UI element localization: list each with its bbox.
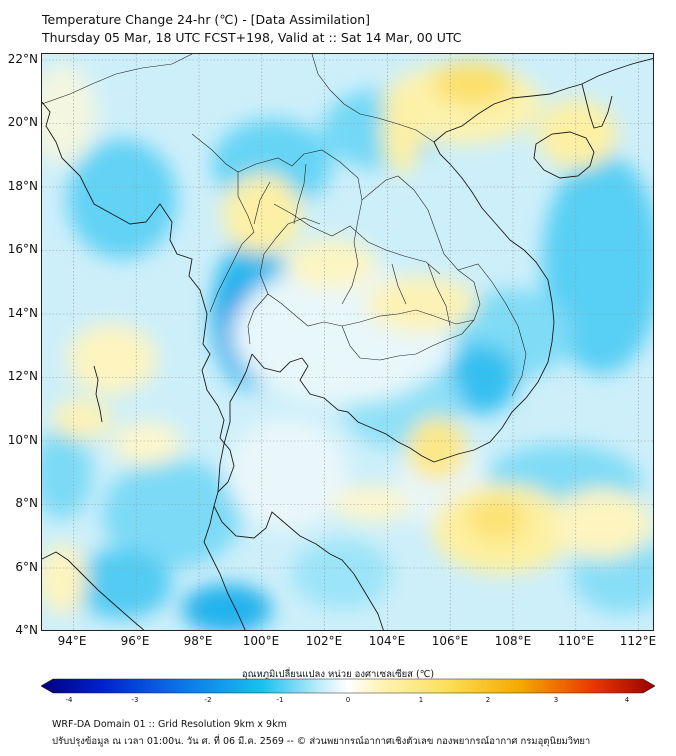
- lat-label-6n: 6°N: [15, 560, 38, 574]
- colorbar-tick-0: 0: [345, 696, 351, 704]
- colorbar-tick-3: 3: [553, 696, 559, 704]
- lon-label-110e: 110°E: [557, 634, 595, 648]
- lon-label-98e: 98°E: [183, 634, 213, 648]
- lon-label-100e: 100°E: [242, 634, 280, 648]
- borders: [42, 54, 527, 397]
- colorbar-tick-2: 2: [485, 696, 491, 704]
- coastlines: [42, 58, 653, 630]
- map-panel: [41, 53, 654, 631]
- colorbar-tick-minus2: -2: [204, 696, 212, 704]
- colorbar-tick-minus1: -1: [276, 696, 284, 704]
- lat-label-20n: 20°N: [7, 115, 38, 129]
- lon-label-104e: 104°E: [368, 634, 406, 648]
- colorbar: [40, 678, 656, 694]
- model-info: WRF-DA Domain 01 :: Grid Resolution 9km …: [52, 719, 287, 730]
- lat-label-14n: 14°N: [7, 306, 38, 320]
- lat-label-18n: 18°N: [7, 179, 38, 193]
- lon-label-94e: 94°E: [57, 634, 87, 648]
- lat-label-12n: 12°N: [7, 369, 38, 383]
- colorbar-tick-4: 4: [624, 696, 630, 704]
- lat-label-16n: 16°N: [7, 242, 38, 256]
- lon-label-102e: 102°E: [305, 634, 343, 648]
- lon-label-96e: 96°E: [120, 634, 150, 648]
- lat-label-8n: 8°N: [15, 496, 38, 510]
- lon-label-106e: 106°E: [431, 634, 469, 648]
- map-title: Temperature Change 24-hr (℃) - [Data Ass…: [42, 12, 371, 27]
- temperature-field: [42, 62, 653, 630]
- lat-label-4n: 4°N: [15, 623, 38, 637]
- colorbar-ramp: [40, 678, 656, 694]
- colorbar-title: อุณหภูมิเปลี่ยนแปลง หน่วย องศาเซลเซียส (…: [241, 669, 435, 680]
- colorbar-tick-1: 1: [418, 696, 424, 704]
- lat-label-22n: 22°N: [7, 52, 38, 66]
- lon-label-108e: 108°E: [494, 634, 532, 648]
- colorbar-tick-minus3: -3: [131, 696, 139, 704]
- update-credit: ปรับปรุงข้อมูล ณ เวลา 01:00น. วัน ศ. ที่…: [52, 736, 591, 747]
- lat-label-10n: 10°N: [7, 433, 38, 447]
- graticule: [42, 54, 653, 630]
- map-subtitle: Thursday 05 Mar, 18 UTC FCST+198, Valid …: [42, 30, 462, 45]
- lon-label-112e: 112°E: [619, 634, 657, 648]
- temperature-change-map: [42, 54, 653, 630]
- colorbar-tick-minus4: -4: [65, 696, 73, 704]
